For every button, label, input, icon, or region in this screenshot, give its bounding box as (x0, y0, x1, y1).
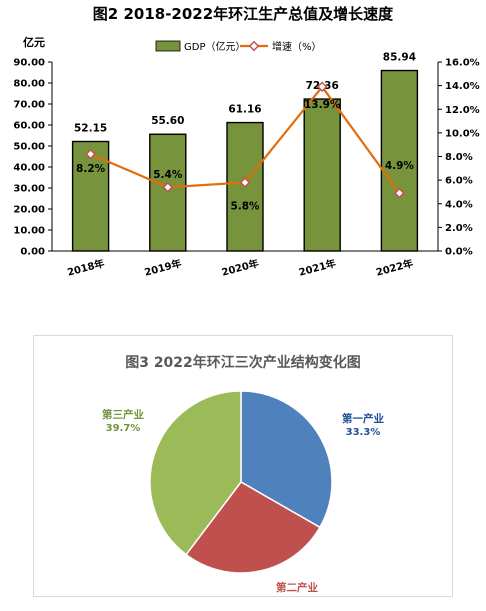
x-tick-label: 2021年 (297, 256, 337, 278)
y-tick-label-right: 16.0% (445, 58, 480, 69)
growth-marker (85, 148, 96, 160)
gdp-value-label: 85.94 (383, 52, 416, 64)
gdp-bar (303, 98, 341, 252)
y-tick-label-right: 2.0% (445, 223, 473, 234)
growth-value-label: 13.9% (304, 99, 341, 111)
y-tick-label-left: 60.00 (13, 121, 45, 132)
gdp-chart: 图2 2018-2022年环江生产总值及增长速度 亿元 GDP（亿元） 增速（%… (13, 5, 480, 279)
pie-chart-panel: 图3 2022年环江三次产业结构变化图 第一产业33.3%第二产业27.0%第三… (33, 335, 453, 597)
pie-category-label: 第二产业 (276, 581, 318, 594)
chart-title: 图2 2018-2022年环江生产总值及增长速度 (93, 5, 394, 23)
gdp-bar (380, 69, 419, 252)
gdp-value-label: 61.16 (228, 104, 261, 116)
y-tick-label-left: 20.00 (13, 205, 45, 216)
gdp-bar (149, 133, 187, 252)
industry-pie-chart: 图3 2022年环江三次产业结构变化图 第一产业33.3%第二产业27.0%第三… (102, 354, 384, 594)
legend-line-label: 增速（%） (272, 40, 322, 53)
y-tick-label-right: 10.0% (445, 128, 480, 139)
pie-category-label: 第一产业 (342, 412, 384, 425)
y-tick-label-right: 0.0% (445, 247, 473, 258)
x-tick-label: 2019年 (143, 256, 183, 278)
pie-percent-label: 39.7% (106, 423, 141, 434)
growth-value-label: 5.8% (230, 200, 260, 212)
y-axis-left: 0.00 10.00 20.00 30.00 40.00 50.00 60.00 70.00 8… (13, 58, 52, 258)
pie-category-label: 第三产业 (102, 408, 144, 421)
y-tick-label-left: 50.00 (13, 142, 45, 153)
y-tick-label-right: 14.0% (445, 81, 480, 92)
y-tick-label-left: 0.00 (20, 247, 45, 258)
y-tick-label-left: 30.00 (13, 184, 45, 195)
legend: GDP（亿元） 增速（%） (155, 40, 322, 53)
legend-line-marker (248, 40, 260, 52)
x-tick-label: 2020年 (220, 256, 260, 278)
growth-value-label: 8.2% (76, 163, 106, 175)
y-tick-label-right: 12.0% (445, 105, 480, 116)
growth-value-label: 4.9% (385, 160, 415, 172)
y-tick-label-left: 80.00 (13, 79, 45, 90)
y-tick-label-left: 70.00 (13, 100, 45, 111)
x-tick-label: 2022年 (375, 256, 415, 278)
legend-bar-label: GDP（亿元） (184, 40, 245, 53)
pie-slice (149, 390, 242, 556)
y-tick-label-left: 40.00 (13, 163, 45, 174)
growth-marker (394, 187, 405, 199)
y-axis-right: 0.0% 2.0% 4.0% 6.0% 8.0% 10.0% 12.0% 14.0% 16.0% (438, 58, 480, 258)
pie-percent-label: 33.3% (346, 427, 381, 438)
pie-slices (149, 390, 333, 574)
y-tick-label-left: 10.00 (13, 226, 45, 237)
growth-marker (162, 181, 174, 193)
growth-marker (239, 177, 251, 188)
legend-bar-swatch (155, 40, 181, 52)
growth-value-labels: 8.2% 5.4% 5.8% 13.9% 4.9% (76, 99, 414, 213)
gdp-value-label: 55.60 (151, 115, 184, 127)
pie-slice (240, 390, 333, 529)
growth-markers (85, 81, 405, 199)
x-tick-label: 2018年 (66, 256, 106, 278)
y-tick-label-right: 4.0% (445, 199, 473, 210)
bars (71, 69, 419, 252)
growth-value-label: 5.4% (153, 169, 183, 181)
y-tick-label-right: 6.0% (445, 176, 473, 187)
growth-marker (316, 81, 328, 93)
y-tick-label-left: 90.00 (13, 58, 45, 69)
y-axis-unit: 亿元 (23, 35, 45, 49)
gdp-value-label: 52.15 (74, 122, 107, 134)
y-tick-label-right: 8.0% (445, 152, 473, 163)
pie-title: 图3 2022年环江三次产业结构变化图 (125, 354, 361, 371)
pie-slice (185, 481, 321, 574)
x-axis: 2018年 2019年 2020年 2021年 2022年 (66, 256, 415, 278)
